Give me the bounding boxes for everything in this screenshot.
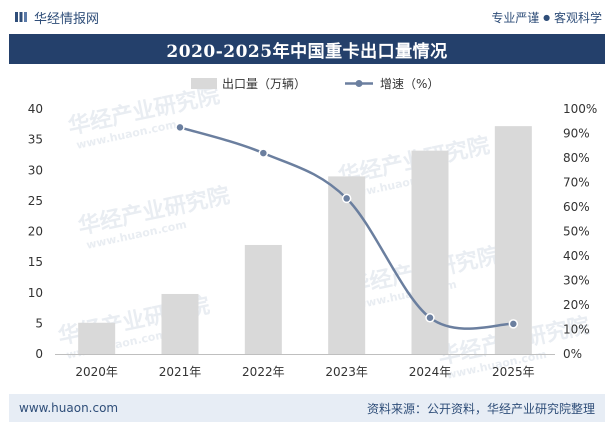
legend-bar-label: 出口量（万辆） — [222, 77, 306, 91]
x-axis: 2020年 2021年 2022年 2023年 2024年 2025年 — [55, 354, 555, 379]
right-axis: 0% 10% 20% 30% 40% 50% 60% 70% 80% 90% 100% — [563, 102, 597, 361]
brand-logo-icon — [15, 12, 27, 22]
top-bar: 华经情报网 专业严谨 ● 客观科学 — [0, 0, 614, 34]
right-tick-label: 10% — [563, 323, 590, 337]
x-tick-label: 2021年 — [159, 365, 202, 379]
right-tick-label: 30% — [563, 274, 590, 288]
left-tick-label: 15 — [28, 255, 43, 269]
slogan: 专业严谨 ● 客观科学 — [491, 9, 602, 26]
slogan-right: 客观科学 — [553, 10, 602, 25]
growth-point — [341, 193, 352, 204]
right-tick-label: 100% — [563, 102, 597, 116]
x-tick-label: 2023年 — [325, 365, 368, 379]
bar — [161, 293, 199, 354]
x-tick-label: 2022年 — [242, 365, 285, 379]
x-tick-label: 2025年 — [492, 365, 535, 379]
bar — [494, 126, 532, 355]
bar — [328, 176, 366, 354]
left-tick-label: 10 — [28, 286, 43, 300]
bar — [244, 244, 282, 354]
growth-point — [258, 148, 269, 158]
right-tick-label: 40% — [563, 249, 590, 263]
x-tick-label: 2020年 — [75, 365, 118, 379]
slogan-left: 专业严谨 — [491, 10, 540, 25]
brand[interactable]: 华经情报网 — [14, 8, 99, 27]
left-tick-label: 40 — [28, 102, 43, 116]
left-tick-label: 30 — [28, 163, 43, 177]
right-tick-label: 70% — [563, 176, 590, 190]
footer: www.huaon.com 资料来源：公开资料，华经产业研究院整理 — [9, 394, 605, 422]
legend-line-label: 增速（%） — [380, 77, 439, 91]
legend-line-marker — [355, 80, 363, 87]
bar-series — [78, 126, 532, 355]
growth-point — [425, 312, 435, 323]
bar — [78, 322, 116, 354]
line-series — [175, 122, 519, 330]
right-tick-label: 20% — [563, 298, 590, 312]
right-tick-label: 90% — [563, 127, 590, 141]
left-tick-label: 35 — [28, 133, 43, 147]
chart-title: 2020-2025年中国重卡出口量情况 — [166, 41, 448, 62]
growth-point — [508, 319, 519, 329]
right-tick-label: 80% — [563, 151, 590, 165]
x-tick-label: 2024年 — [409, 365, 452, 379]
chart-title-bar: 2020-2025年中国重卡出口量情况 — [9, 34, 605, 64]
left-tick-label: 5 — [35, 316, 43, 330]
legend: 出口量（万辆） 增速（%） — [191, 77, 439, 91]
slogan-separator: ● — [543, 12, 551, 22]
right-tick-label: 60% — [563, 200, 590, 214]
left-tick-label: 20 — [28, 225, 43, 239]
legend-bar-swatch — [191, 78, 217, 89]
left-tick-label: 0 — [35, 347, 43, 361]
left-axis: 0 5 10 15 20 25 30 35 40 — [28, 102, 43, 361]
right-tick-label: 50% — [563, 225, 590, 239]
chart-plot: 华经产业研究院www.huaon.com华经产业研究院www.huaon.com… — [28, 77, 598, 382]
growth-point — [175, 122, 185, 133]
footer-url[interactable]: www.huaon.com — [19, 401, 119, 415]
left-tick-label: 25 — [28, 194, 43, 208]
right-tick-label: 0% — [563, 347, 582, 361]
growth-line — [179, 126, 514, 330]
brand-name: 华经情报网 — [34, 11, 100, 27]
footer-source: 资料来源：公开资料，华经产业研究院整理 — [366, 401, 595, 416]
